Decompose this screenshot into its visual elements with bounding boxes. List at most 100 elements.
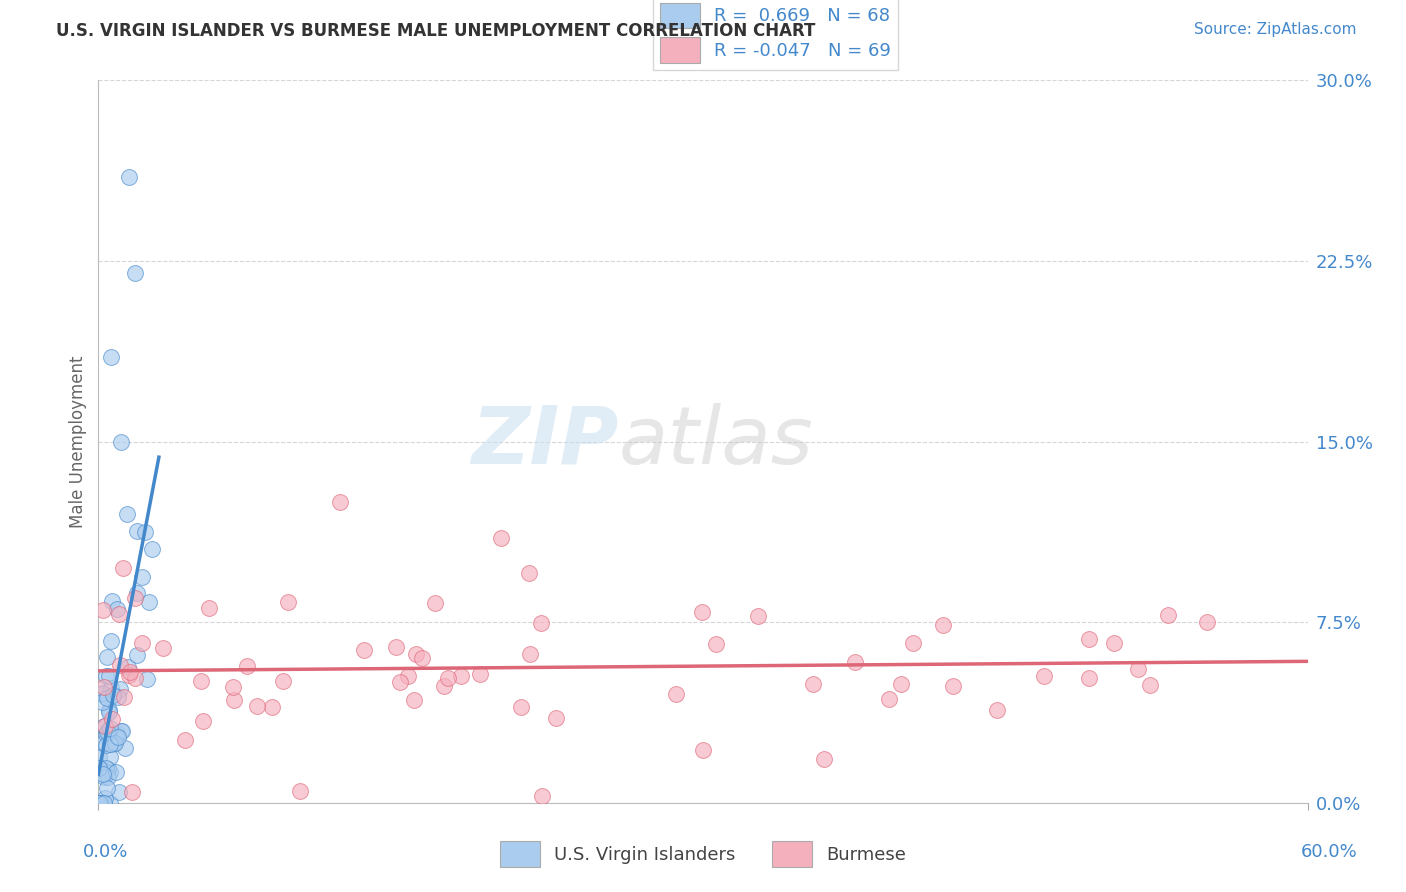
Point — [101, 688, 124, 702]
Point — [91, 603, 114, 617]
Text: atlas: atlas — [619, 402, 813, 481]
Point — [1157, 607, 1180, 622]
Point — [98, 750, 121, 764]
Point — [93, 763, 115, 777]
Point — [801, 676, 824, 690]
Point — [98, 704, 121, 718]
Point — [89, 796, 111, 810]
Point — [1195, 615, 1218, 630]
Point — [1102, 636, 1125, 650]
Point — [901, 636, 924, 650]
Point — [94, 738, 117, 752]
Point — [932, 618, 955, 632]
Point — [91, 686, 114, 700]
Point — [353, 642, 375, 657]
Point — [96, 690, 118, 705]
Point — [93, 680, 115, 694]
Point — [97, 705, 120, 719]
Point — [110, 724, 132, 739]
Point — [131, 569, 153, 583]
Point — [93, 770, 115, 784]
Legend: R =  0.669   N = 68, R = -0.047   N = 69: R = 0.669 N = 68, R = -0.047 N = 69 — [652, 0, 898, 70]
Point — [844, 655, 866, 669]
Point — [117, 668, 139, 682]
Point — [138, 595, 160, 609]
Point — [97, 724, 120, 739]
Point — [110, 434, 132, 449]
Point — [105, 729, 128, 743]
Text: 0.0%: 0.0% — [83, 843, 128, 861]
Point — [277, 595, 299, 609]
Point — [329, 494, 352, 508]
Point — [94, 727, 117, 741]
Point — [104, 765, 127, 780]
Point — [468, 666, 491, 681]
Point — [1078, 632, 1101, 647]
Legend: U.S. Virgin Islanders, Burmese: U.S. Virgin Islanders, Burmese — [494, 834, 912, 874]
Point — [100, 681, 122, 695]
Point — [246, 699, 269, 714]
Point — [517, 566, 540, 581]
Point — [91, 767, 114, 781]
Text: U.S. VIRGIN ISLANDER VS BURMESE MALE UNEMPLOYMENT CORRELATION CHART: U.S. VIRGIN ISLANDER VS BURMESE MALE UNE… — [56, 22, 815, 40]
Point — [107, 730, 129, 744]
Text: 60.0%: 60.0% — [1301, 843, 1357, 861]
Point — [121, 785, 143, 799]
Point — [105, 726, 128, 740]
Point — [107, 690, 129, 704]
Point — [98, 765, 121, 780]
Text: Source: ZipAtlas.com: Source: ZipAtlas.com — [1194, 22, 1357, 37]
Point — [115, 507, 138, 521]
Point — [706, 637, 728, 651]
Point — [91, 736, 114, 750]
Point — [411, 651, 433, 665]
Point — [665, 686, 688, 700]
Point — [100, 633, 122, 648]
Point — [108, 785, 131, 799]
Point — [125, 648, 148, 662]
Point — [87, 761, 110, 775]
Point — [423, 596, 446, 610]
Point — [236, 659, 259, 673]
Point — [103, 737, 125, 751]
Point — [89, 796, 111, 810]
Point — [127, 524, 149, 538]
Point — [273, 674, 295, 689]
Point — [191, 714, 214, 728]
Point — [519, 647, 541, 661]
Point — [120, 665, 142, 680]
Point — [108, 682, 131, 697]
Point — [288, 784, 311, 798]
Point — [1078, 671, 1101, 685]
Point — [813, 752, 835, 766]
Point — [87, 749, 110, 764]
Point — [174, 733, 197, 747]
Point — [190, 673, 212, 688]
Point — [93, 718, 115, 732]
Point — [986, 703, 1008, 717]
Point — [890, 677, 912, 691]
Point — [124, 266, 146, 280]
Point — [405, 647, 427, 661]
Point — [1126, 662, 1149, 676]
Point — [384, 640, 406, 654]
Point — [89, 796, 111, 810]
Point — [90, 796, 112, 810]
Point — [112, 690, 135, 704]
Point — [93, 796, 115, 810]
Point — [127, 586, 149, 600]
Point — [135, 672, 157, 686]
Point — [530, 789, 553, 803]
Point — [108, 657, 131, 672]
Text: ZIP: ZIP — [471, 402, 619, 481]
Point — [94, 668, 117, 682]
Point — [141, 542, 163, 557]
Point — [89, 796, 111, 810]
Point — [94, 790, 117, 805]
Point — [530, 616, 553, 631]
Point — [117, 660, 139, 674]
Point — [111, 561, 134, 575]
Point — [942, 679, 965, 693]
Point — [224, 693, 246, 707]
Point — [134, 525, 156, 540]
